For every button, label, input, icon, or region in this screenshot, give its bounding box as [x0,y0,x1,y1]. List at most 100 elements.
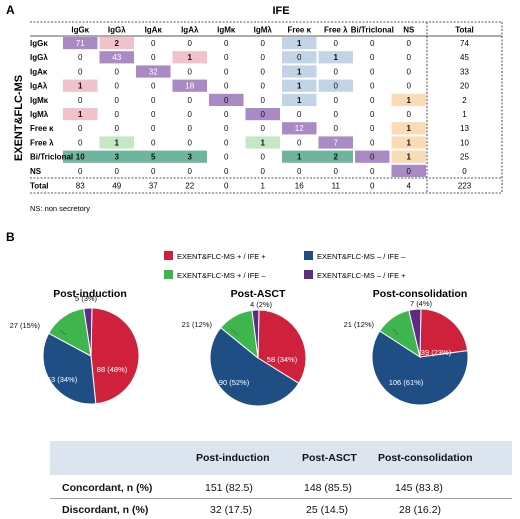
matrix-row-label-bi-triclonal: Bi/Triclonal [30,153,73,162]
matrix-cell: 0 [407,110,412,119]
matrix-col-header-bi-triclonal: Bi/Triclonal [351,26,394,35]
matrix-cell: 0 [370,67,375,76]
matrix-cell: 1 [78,110,83,119]
matrix-cell: 1 [407,138,412,147]
matrix-cell: 1 [334,53,339,62]
matrix-cell: 0 [370,167,375,176]
summary-row-divider [50,498,512,499]
matrix-cell-highlight [99,51,134,64]
matrix-cell-highlight [99,136,134,149]
matrix-row-total: 0 [462,167,467,176]
matrix-cell-highlight [282,93,317,106]
ife-header: IFE [272,5,289,17]
pie-label-post-induction-1: 88 (48%) [97,365,128,374]
matrix-total-cell: 37 [149,182,158,191]
matrix-cell-highlight [63,108,98,121]
pie-label-post-induction-2: 63 (34%) [47,375,78,384]
matrix-cell-highlight [282,122,317,135]
matrix-cell: 2 [115,39,120,48]
matrix-cell: 0 [370,82,375,91]
matrix-row-label-igg: IgGκ [30,39,48,48]
pie-slice-post-consolidation-1 [419,308,469,358]
matrix-cell: 0 [115,82,120,91]
matrix-cell-highlight [282,79,317,92]
matrix-total-cell: 22 [185,182,194,191]
matrix-total-cell: 11 [332,182,341,191]
summary-header-post-asct: Post-ASCT [302,452,357,464]
matrix-cell-highlight [63,37,98,50]
pie-label-post-induction-3: 27 (15%) [10,321,41,330]
matrix-row-total: 1 [462,110,467,119]
summary-header-post-induction: Post-induction [196,452,270,464]
pie-label-post-asct-4: 4 (2%) [250,300,273,309]
pie-label-post-consolidation-2: 106 (61%) [389,378,424,387]
matrix-row-label-iga: IgAλ [30,82,48,91]
matrix-cell: 12 [295,124,304,133]
pie-title-post-asct: Post-ASCT [231,288,286,300]
matrix-row-total: 74 [460,39,469,48]
matrix-total-label: Total [30,182,49,191]
matrix-total-cell: 1 [261,182,266,191]
matrix-total-cell: 16 [295,182,304,191]
concordance-matrix: IgGκ IgGλ IgAκ IgAλ IgMκ IgMλ Free κ Free λ Bi/T… [30,21,503,194]
matrix-col-header-igg: IgGλ [108,26,126,35]
pie-label-post-asct-2: 90 (52%) [219,378,250,387]
summary-discordant-post-induction: 32 (17.5) [210,504,253,516]
summary-table-header [50,441,512,475]
matrix-row-total: 25 [460,153,469,162]
matrix-cell: 0 [261,82,266,91]
legend-label-3: EXENT&FLC-MS – / IFE – [317,252,406,261]
matrix-cell: 0 [261,124,266,133]
matrix-cell: 0 [115,167,120,176]
pie-title-post-consolidation: Post-consolidation [373,288,468,300]
matrix-cell: 0 [370,39,375,48]
matrix-row-total: 13 [460,124,469,133]
matrix-cell: 0 [78,124,83,133]
matrix-cell: 0 [224,39,229,48]
matrix-cell: 0 [334,124,339,133]
matrix-cell-highlight [282,37,317,50]
matrix-cell: 1 [297,96,302,105]
matrix-cell: 3 [115,153,120,162]
matrix-cell: 0 [370,53,375,62]
matrix-cell: 0 [78,96,83,105]
summary-concordant-post-induction: 151 (82.5) [205,482,253,494]
matrix-cell: 0 [224,82,229,91]
summary-concordant-post-asct: 148 (85.5) [304,482,352,494]
matrix-cell: 1 [78,82,83,91]
matrix-row-label-iga: IgAκ [30,67,48,76]
matrix-cell: 1 [188,53,193,62]
matrix-cell: 0 [407,167,412,176]
matrix-cell: 0 [188,138,193,147]
matrix-col-header-igg: IgGκ [71,26,89,35]
matrix-cell: 0 [151,110,156,119]
matrix-row-total: 10 [460,138,469,147]
matrix-cell: 0 [115,96,120,105]
summary-concordant-post-consolidation: 145 (83.8) [395,482,443,494]
matrix-total-cell: 83 [76,182,85,191]
matrix-cell: 0 [188,110,193,119]
matrix-col-header-iga: IgAλ [181,26,199,35]
matrix-total-cell: 4 [407,182,412,191]
matrix-cell: 0 [407,82,412,91]
matrix-row-label-igg: IgGλ [30,53,48,62]
matrix-cell-highlight [318,51,353,64]
matrix-cell: 0 [297,110,302,119]
matrix-cell: 2 [334,153,339,162]
pie-label-post-consolidation-3: 21 (12%) [344,320,375,329]
matrix-cell: 0 [151,82,156,91]
matrix-cell-highlight [318,136,353,149]
matrix-grand-total: 223 [458,182,472,191]
matrix-cell: 1 [297,39,302,48]
matrix-cell: 0 [261,53,266,62]
matrix-cell: 32 [149,67,158,76]
matrix-col-header-total: Total [455,26,474,35]
matrix-cell: 0 [334,39,339,48]
matrix-row-label-igm: IgMλ [30,110,49,119]
panel-b-label: B [6,230,15,244]
matrix-cell: 18 [185,82,194,91]
matrix-cell: 0 [297,53,302,62]
matrix-cell: 1 [261,138,266,147]
matrix-cell-highlight [391,136,426,149]
matrix-cell: 0 [224,53,229,62]
